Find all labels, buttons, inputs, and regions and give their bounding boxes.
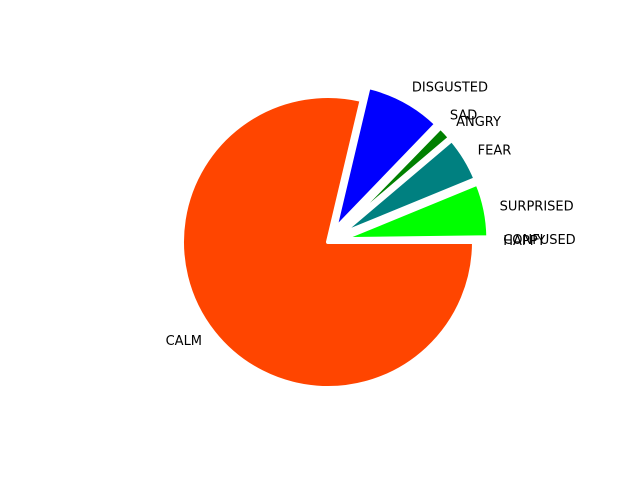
pie-slice-fear	[338, 137, 478, 237]
pie-slices	[180, 85, 491, 390]
pie-label-fear: FEAR	[478, 143, 512, 158]
pie-label-calm: CALM	[166, 334, 202, 349]
pie-label-angry: ANGRY	[456, 115, 501, 130]
pie-label-confused: CONFUSED	[503, 233, 576, 248]
pie-slice-surprised	[340, 181, 491, 242]
pie-label-disgusted: DISGUSTED	[412, 81, 488, 96]
pie-label-sad: SAD	[450, 109, 477, 124]
pie-slice-sad	[336, 124, 443, 234]
pie-label-happy: HAPPY	[503, 234, 545, 249]
pie-label-surprised: SURPRISED	[500, 200, 574, 215]
pie-slice-disgusted	[332, 85, 439, 232]
pie-slice-calm	[180, 94, 476, 390]
